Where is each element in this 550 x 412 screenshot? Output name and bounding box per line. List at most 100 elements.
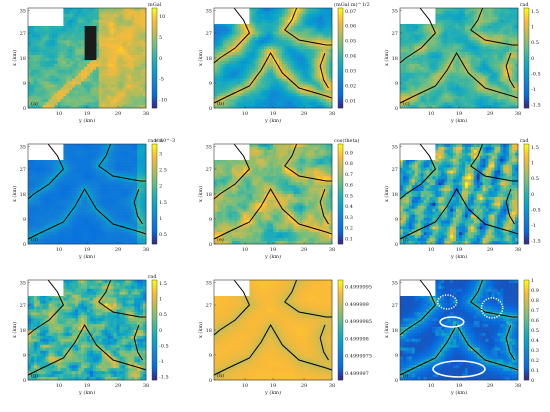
heatmap-cell xyxy=(54,34,58,38)
heatmap-cell xyxy=(243,58,247,62)
heatmap-cell xyxy=(134,55,138,59)
heatmap-cell xyxy=(281,43,286,47)
heatmap-cell xyxy=(89,149,94,154)
heatmap-cell xyxy=(125,43,129,47)
heatmap-cell xyxy=(107,22,111,26)
heatmap-cell xyxy=(400,84,404,88)
heatmap-cell xyxy=(45,96,49,100)
heatmap-cell xyxy=(252,22,256,26)
heatmap-cell xyxy=(491,96,495,100)
heatmap-cell xyxy=(39,90,44,94)
heatmap-cell xyxy=(320,43,324,47)
heatmap-cell xyxy=(323,72,327,76)
heatmap-cell xyxy=(63,191,67,195)
heatmap-cell xyxy=(423,78,427,82)
heatmap-cell xyxy=(287,75,291,79)
heatmap-cell xyxy=(63,81,67,85)
heatmap-cell xyxy=(33,90,38,94)
heatmap-cell xyxy=(435,63,439,68)
heatmap-cell xyxy=(500,49,504,53)
heatmap-cell xyxy=(290,69,294,73)
heatmap-cell xyxy=(456,19,460,23)
heatmap-cell xyxy=(255,34,259,38)
heatmap-cell xyxy=(414,34,418,38)
heatmap-cell xyxy=(33,60,38,65)
heatmap-cell xyxy=(222,28,227,32)
heatmap-cell xyxy=(464,69,469,73)
heatmap-cell xyxy=(293,102,297,106)
heatmap-cell xyxy=(95,84,100,88)
heatmap-cell xyxy=(30,46,35,50)
colorbar-step xyxy=(338,58,343,61)
heatmap-cell xyxy=(140,188,144,192)
heatmap-cell xyxy=(122,84,126,88)
heatmap-cell xyxy=(36,188,41,192)
heatmap-cell xyxy=(107,75,111,79)
heatmap-cell xyxy=(432,75,436,79)
heatmap-cell xyxy=(488,58,492,62)
heatmap-cell xyxy=(408,84,413,88)
heatmap-cell xyxy=(278,46,283,50)
heatmap-cell xyxy=(134,19,138,23)
heatmap-cell xyxy=(408,22,413,26)
heatmap-cell xyxy=(506,52,510,56)
heatmap-cell xyxy=(420,99,424,103)
heatmap-cell xyxy=(261,66,265,71)
heatmap-cell xyxy=(450,69,454,73)
heatmap-cell xyxy=(444,16,448,21)
heatmap-cell xyxy=(95,69,100,73)
heatmap-cell xyxy=(243,49,247,53)
heatmap-cell xyxy=(48,188,52,192)
heatmap-cell xyxy=(219,69,224,73)
heatmap-cell xyxy=(497,75,501,79)
heatmap-cell xyxy=(515,19,519,23)
heatmap-cell xyxy=(72,78,76,82)
heatmap-cell xyxy=(488,66,492,71)
heatmap-cell xyxy=(497,10,501,15)
colorbar-step xyxy=(524,68,529,71)
heatmap-cell xyxy=(281,40,286,44)
heatmap-cell xyxy=(467,58,472,62)
heatmap-cell xyxy=(485,90,489,94)
heatmap-cell xyxy=(308,84,312,88)
heatmap-cell xyxy=(246,43,250,47)
heatmap-cell xyxy=(317,49,321,53)
heatmap-cell xyxy=(122,144,126,148)
heatmap-cell xyxy=(81,144,85,148)
y-tick-label: 18 xyxy=(206,56,212,62)
heatmap-cell xyxy=(225,49,230,53)
heatmap-cell xyxy=(75,49,79,53)
heatmap-cell xyxy=(81,13,85,18)
heatmap-cell xyxy=(435,8,439,12)
heatmap-cell xyxy=(494,105,498,109)
heatmap-cell xyxy=(216,63,221,68)
heatmap-cell xyxy=(420,22,424,26)
heatmap-cell xyxy=(308,19,312,23)
heatmap-cell xyxy=(122,72,126,76)
y-tick-label: 27 xyxy=(20,31,26,37)
heatmap-cell xyxy=(143,152,147,157)
heatmap-cell xyxy=(113,31,117,35)
heatmap-cell xyxy=(417,31,421,35)
heatmap-cell xyxy=(60,60,64,65)
heatmap-cell xyxy=(98,16,103,21)
heatmap-cell xyxy=(66,105,70,109)
heatmap-cell xyxy=(131,167,135,171)
heatmap-cell xyxy=(98,96,103,100)
heatmap-cell xyxy=(84,19,88,23)
heatmap-cell xyxy=(116,22,120,26)
heatmap-cell xyxy=(63,69,67,73)
heatmap-cell xyxy=(48,31,52,35)
heatmap-cell xyxy=(234,66,238,71)
heatmap-cell xyxy=(408,43,413,47)
heatmap-cell xyxy=(252,46,256,50)
heatmap-cell xyxy=(270,84,274,88)
heatmap-cell xyxy=(278,16,283,21)
heatmap-cell xyxy=(278,28,283,32)
heatmap-cell xyxy=(299,16,303,21)
heatmap-cell xyxy=(69,34,73,38)
heatmap-cell xyxy=(509,22,513,26)
colorbar-step xyxy=(152,58,157,61)
heatmap-cell xyxy=(317,22,321,26)
heatmap-cell xyxy=(101,99,105,103)
